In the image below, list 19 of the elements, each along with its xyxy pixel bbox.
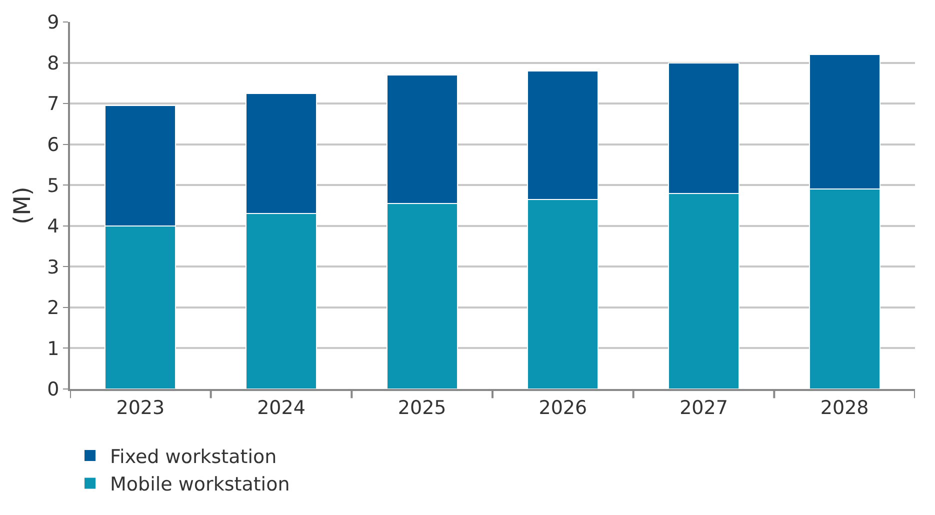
legend-label: Mobile workstation (110, 474, 290, 496)
y-tick-label: 5 (47, 174, 60, 197)
x-tick-label: 2024 (257, 396, 306, 419)
y-tick-label: 0 (47, 378, 60, 401)
y-tick-label: 8 (47, 52, 60, 74)
y-tick-label: 4 (47, 216, 60, 238)
x-tick-label: 2025 (398, 396, 446, 419)
legend-label: Fixed workstation (110, 446, 277, 468)
x-tick-label: 2028 (820, 396, 869, 419)
y-tick-label: 7 (47, 93, 60, 116)
x-tick-label: 2026 (538, 396, 588, 419)
y-tick-label: 1 (47, 338, 60, 360)
y-axis-title: (M) (10, 186, 36, 224)
x-tick-label: 2027 (680, 396, 728, 419)
y-tick-label: 2 (47, 297, 60, 320)
y-tick-label: 6 (47, 134, 60, 156)
y-tick-label: 9 (47, 12, 60, 34)
x-tick-label: 2023 (116, 396, 165, 419)
y-tick-label: 3 (47, 256, 60, 278)
